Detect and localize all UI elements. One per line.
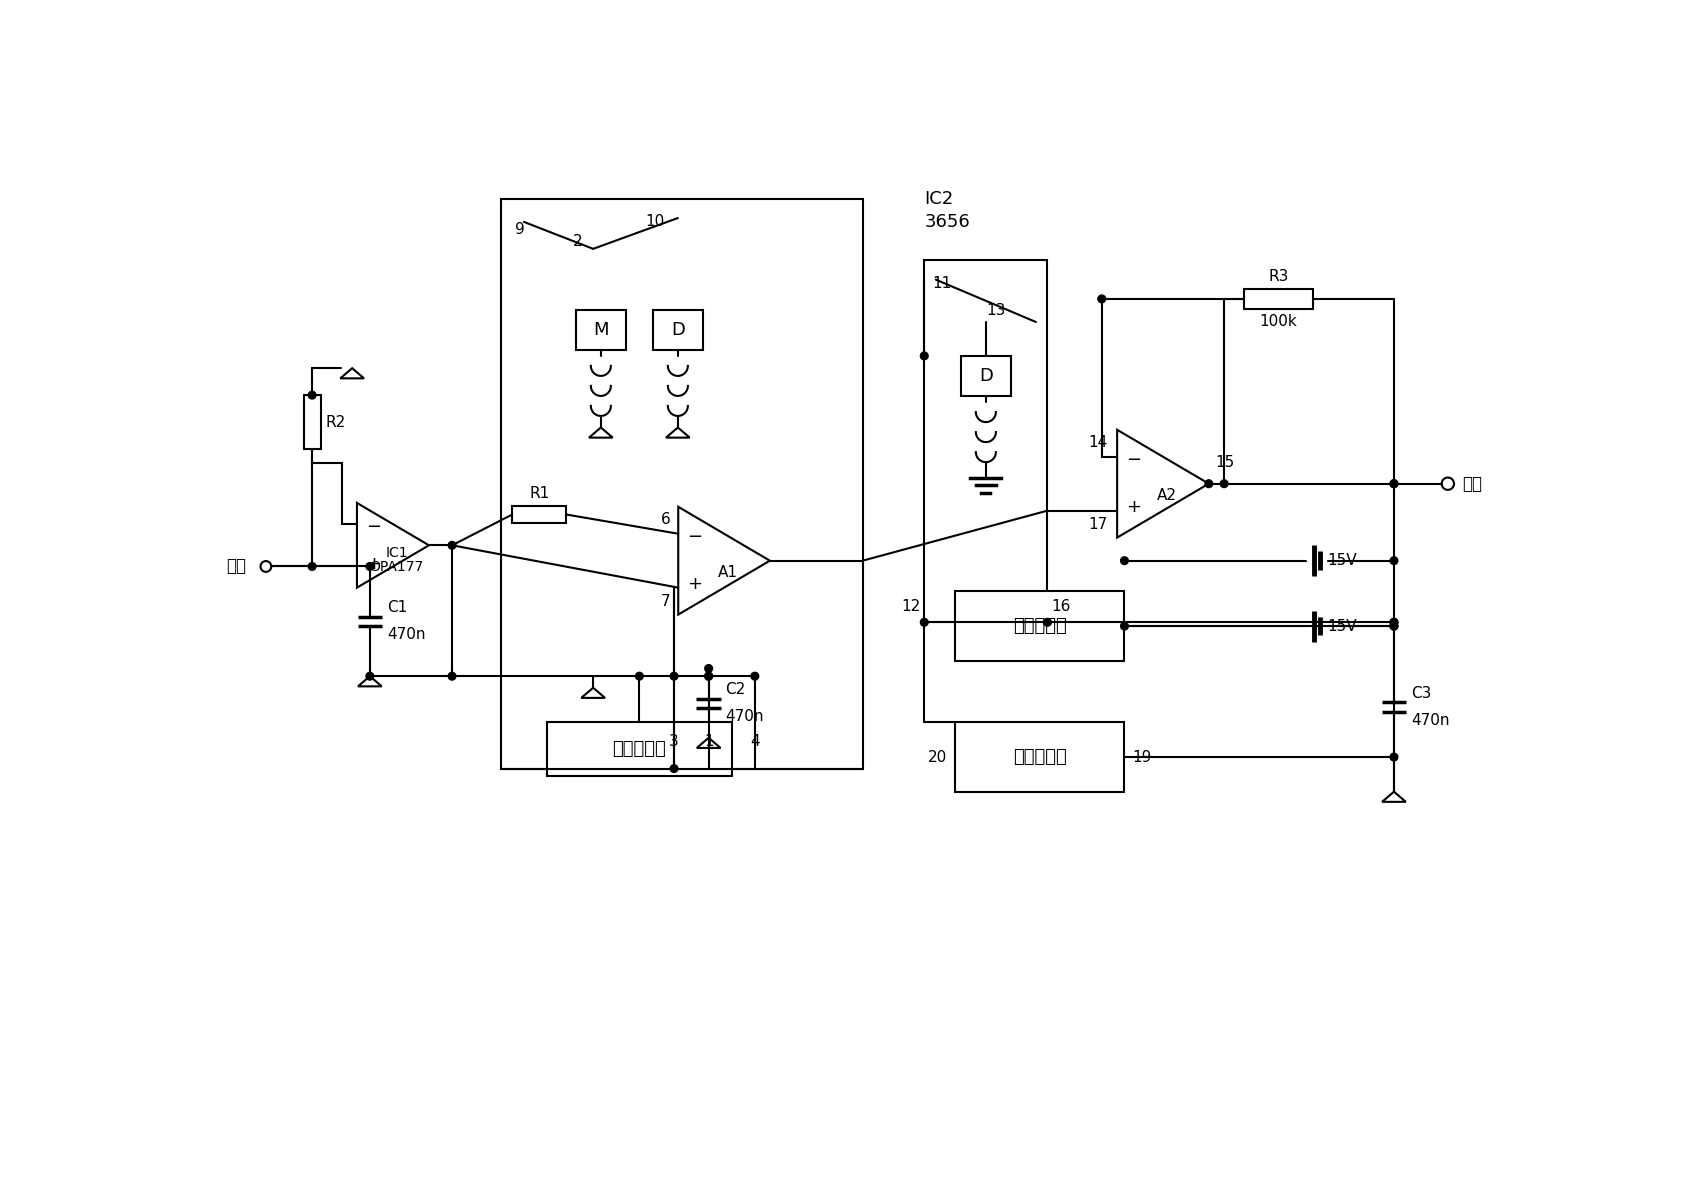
Text: −: − xyxy=(1126,450,1141,468)
Text: R2: R2 xyxy=(325,414,345,430)
Circle shape xyxy=(449,542,455,549)
Text: 16: 16 xyxy=(1051,599,1070,615)
Text: 3: 3 xyxy=(669,734,679,749)
Bar xyxy=(955,722,1124,791)
Bar xyxy=(955,591,1124,661)
Text: 脉冲发生器: 脉冲发生器 xyxy=(1012,748,1067,766)
Text: D: D xyxy=(670,321,684,339)
Text: 470n: 470n xyxy=(1410,713,1449,728)
Text: D: D xyxy=(979,366,992,384)
Circle shape xyxy=(308,562,317,570)
Circle shape xyxy=(670,765,677,772)
Text: OPA177: OPA177 xyxy=(369,560,423,574)
Text: 输入: 输入 xyxy=(227,557,247,575)
Bar xyxy=(303,395,320,449)
Circle shape xyxy=(1121,557,1128,564)
Text: 6: 6 xyxy=(660,513,670,527)
Text: 2: 2 xyxy=(572,234,582,249)
Bar xyxy=(962,355,1011,396)
Text: 15V: 15V xyxy=(1327,619,1358,634)
Text: 19: 19 xyxy=(1133,749,1151,765)
Circle shape xyxy=(1390,480,1398,488)
Circle shape xyxy=(635,673,643,680)
Text: IC1: IC1 xyxy=(386,546,408,560)
Circle shape xyxy=(1221,480,1227,488)
Text: 7: 7 xyxy=(660,594,670,609)
Text: 3656: 3656 xyxy=(924,213,970,231)
Text: IC2: IC2 xyxy=(924,190,953,208)
Bar xyxy=(576,310,626,349)
Bar xyxy=(501,199,863,769)
Text: 14: 14 xyxy=(1089,436,1107,450)
Text: 13: 13 xyxy=(985,303,1006,318)
Text: +: + xyxy=(687,575,703,593)
Circle shape xyxy=(1390,753,1398,761)
Text: 12: 12 xyxy=(901,599,921,615)
Bar xyxy=(513,506,565,522)
Circle shape xyxy=(1390,619,1398,626)
Bar xyxy=(653,310,703,349)
Circle shape xyxy=(1390,622,1398,631)
Text: C1: C1 xyxy=(386,600,406,615)
Text: 15: 15 xyxy=(1216,455,1234,470)
Text: 输出级电源: 输出级电源 xyxy=(1012,617,1067,635)
Text: R1: R1 xyxy=(530,486,550,501)
Text: A2: A2 xyxy=(1156,488,1177,503)
Circle shape xyxy=(1390,622,1398,631)
Text: 100k: 100k xyxy=(1260,313,1297,329)
Circle shape xyxy=(1043,619,1051,626)
Circle shape xyxy=(752,673,758,680)
Circle shape xyxy=(921,352,928,360)
Bar xyxy=(1244,289,1314,309)
Text: +: + xyxy=(1126,498,1141,516)
Text: C2: C2 xyxy=(726,682,747,697)
Text: A1: A1 xyxy=(718,564,738,580)
Text: 17: 17 xyxy=(1089,516,1107,532)
Text: C3: C3 xyxy=(1410,686,1431,701)
Circle shape xyxy=(366,562,374,570)
Circle shape xyxy=(670,673,677,680)
Bar xyxy=(924,261,1048,622)
Text: 4: 4 xyxy=(750,734,760,749)
Bar xyxy=(547,722,731,776)
Circle shape xyxy=(1390,557,1398,564)
Circle shape xyxy=(1097,295,1106,303)
Text: 11: 11 xyxy=(931,276,951,291)
Circle shape xyxy=(308,392,317,399)
Text: 10: 10 xyxy=(645,215,664,229)
Circle shape xyxy=(921,619,928,626)
Text: 20: 20 xyxy=(928,749,948,765)
Text: 1: 1 xyxy=(704,734,713,749)
Circle shape xyxy=(1121,622,1128,631)
Circle shape xyxy=(366,673,374,680)
Text: 输入级电源: 输入级电源 xyxy=(613,740,667,758)
Text: +: + xyxy=(366,555,381,573)
Circle shape xyxy=(1390,480,1398,488)
Text: 9: 9 xyxy=(515,222,525,237)
Circle shape xyxy=(704,664,713,673)
Circle shape xyxy=(704,673,713,680)
Text: 470n: 470n xyxy=(726,710,764,724)
Text: R3: R3 xyxy=(1268,269,1288,285)
Text: M: M xyxy=(593,321,608,339)
Text: 输出: 输出 xyxy=(1461,474,1481,492)
Text: −: − xyxy=(366,518,381,536)
Circle shape xyxy=(704,673,713,680)
Circle shape xyxy=(1205,480,1212,488)
Circle shape xyxy=(1390,619,1398,626)
Text: 470n: 470n xyxy=(386,627,425,643)
Circle shape xyxy=(449,673,455,680)
Text: 15V: 15V xyxy=(1327,554,1358,568)
Text: −: − xyxy=(687,528,703,546)
